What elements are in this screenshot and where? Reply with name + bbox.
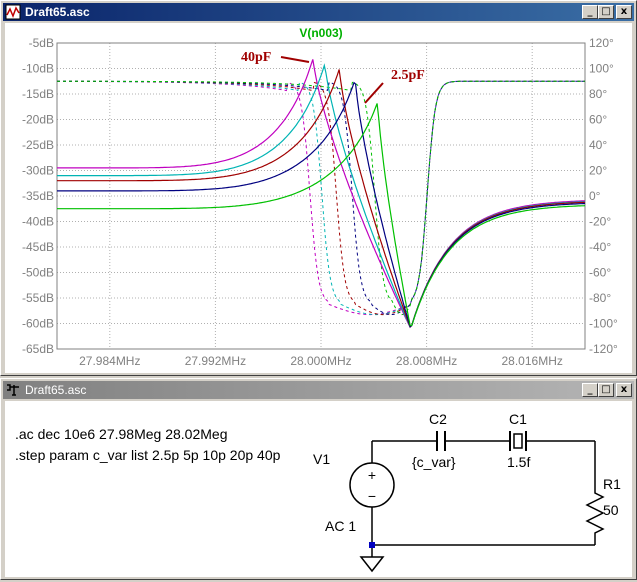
waveform-app-icon [5,4,21,20]
plot-frame [56,42,586,350]
y-left-tick-label: -30dB [22,164,54,178]
phase-trace [57,80,585,316]
step-directive[interactable]: .step param c_var list 2.5p 5p 10p 20p 4… [15,447,281,463]
r1-value: 50 [603,502,619,518]
maximize-button[interactable]: □ [598,383,614,397]
y-right-tick-label: -20° [589,215,611,229]
y-right-tick-label: -60° [589,266,611,280]
y-right-tick-label: -80° [589,291,611,305]
y-right-tick-label: 40° [589,138,607,152]
x-tick-label: 27.992MHz [185,354,246,368]
x-tick-label: 28.000MHz [290,354,351,368]
plot-window: Draft65.asc _ □ x -5dB -10dB -15dB -20dB -25… [0,0,637,376]
annotation-2p5pf-arrow [364,82,384,104]
c2-value: {c_var} [412,454,456,470]
y-right-tick-label: 60° [589,113,607,127]
schematic-drawing[interactable]: .ac dec 10e6 27.98Meg 28.02Meg .step par… [5,401,632,577]
y-right-tick-label: -120° [589,342,618,356]
voltage-source-v1[interactable]: + − V1 AC 1 [313,451,395,534]
crystal-c1[interactable]: C1 1.5f [507,411,530,470]
phase-traces [57,80,585,316]
plot-window-title: Draft65.asc [25,5,90,19]
y-right-tick-label: 100° [589,62,614,76]
v1-value: AC 1 [325,518,356,534]
maximize-button[interactable]: □ [598,5,614,19]
y-left-tick-label: -55dB [22,291,54,305]
annotation-2p5pf-label: 2.5pF [391,68,425,83]
y-right-tick-label: 20° [589,164,607,178]
c2-name: C2 [429,411,447,427]
y-left-tick-label: -50dB [22,266,54,280]
bode-plot[interactable]: -5dB -10dB -15dB -20dB -25dB -30dB -35dB -40dB -… [5,23,632,373]
annotation-2p5pf: 2.5pF [364,68,425,104]
y-left-tick-label: -60dB [22,317,54,331]
ac-directive[interactable]: .ac dec 10e6 27.98Meg 28.02Meg [15,426,228,442]
annotation-40pf-arrow [280,56,310,63]
phase-trace [57,80,585,316]
magnitude-traces [57,59,586,329]
phase-trace [57,80,585,316]
ground-junction [369,542,375,548]
x-tick-label: 27.984MHz [79,354,140,368]
svg-text:−: − [368,488,376,504]
y-left-tick-label: -25dB [22,138,54,152]
ground-symbol [359,556,385,573]
plot-window-titlebar[interactable]: Draft65.asc _ □ x [3,3,634,21]
y-left-tick-label: -5dB [29,36,54,50]
magnitude-trace [57,59,586,329]
schematic-app-icon [7,384,19,396]
y-left-tick-label: -45dB [22,240,54,254]
y-right-tick-label: 120° [589,36,614,50]
magnitude-trace [57,81,586,328]
schematic-window: Draft65.asc _ □ x .ac dec 10e6 27.98Meg … [0,378,637,580]
annotation-40pf-label: 40pF [241,50,271,65]
schematic-window-titlebar[interactable]: Draft65.asc _ □ x [3,381,634,399]
y-left-tick-label: -35dB [22,189,54,203]
y-left-tick-label: -20dB [22,113,54,127]
c1-value: 1.5f [507,454,530,470]
minimize-button[interactable]: _ [582,383,598,397]
schematic-window-title: Draft65.asc [25,383,87,397]
y-right-ticks: 120° 100° 80° 60° 40° 20° 0° -20° -40° -60° -80° -1… [589,36,618,356]
y-left-tick-label: -65dB [22,342,54,356]
c1-name: C1 [509,411,527,427]
y-right-tick-label: 80° [589,87,607,101]
x-tick-label: 28.008MHz [396,354,457,368]
phase-trace [57,80,585,316]
magnitude-trace [57,69,586,328]
close-button[interactable]: x [616,5,632,19]
y-left-ticks: -5dB -10dB -15dB -20dB -25dB -30dB -35dB -40dB -… [22,36,54,356]
y-right-tick-label: 0° [589,189,601,203]
r1-name: R1 [603,476,621,492]
phase-trace [57,80,585,316]
wires [371,440,596,557]
schematic-canvas[interactable]: .ac dec 10e6 27.98Meg 28.02Meg .step par… [5,401,632,577]
x-ticks: 27.984MHz 27.992MHz 28.000MHz 28.008MHz 28.0… [79,354,563,368]
y-right-tick-label: -40° [589,240,611,254]
plot-pane[interactable]: -5dB -10dB -15dB -20dB -25dB -30dB -35dB -40dB -… [5,23,632,373]
trace-title[interactable]: V(n003) [299,26,342,40]
y-left-tick-label: -15dB [22,87,54,101]
capacitor-c2[interactable]: C2 {c_var} [412,411,456,470]
close-button[interactable]: x [616,383,632,397]
y-left-tick-label: -10dB [22,62,54,76]
y-left-tick-label: -40dB [22,215,54,229]
magnitude-trace [57,103,586,327]
resistor-r1[interactable]: R1 50 [585,476,621,541]
annotation-40pf: 40pF [241,50,310,65]
svg-text:+: + [368,467,376,483]
x-tick-label: 28.016MHz [502,354,563,368]
v1-name: V1 [313,451,330,467]
minimize-button[interactable]: _ [582,5,598,19]
y-right-tick-label: -100° [589,317,618,331]
